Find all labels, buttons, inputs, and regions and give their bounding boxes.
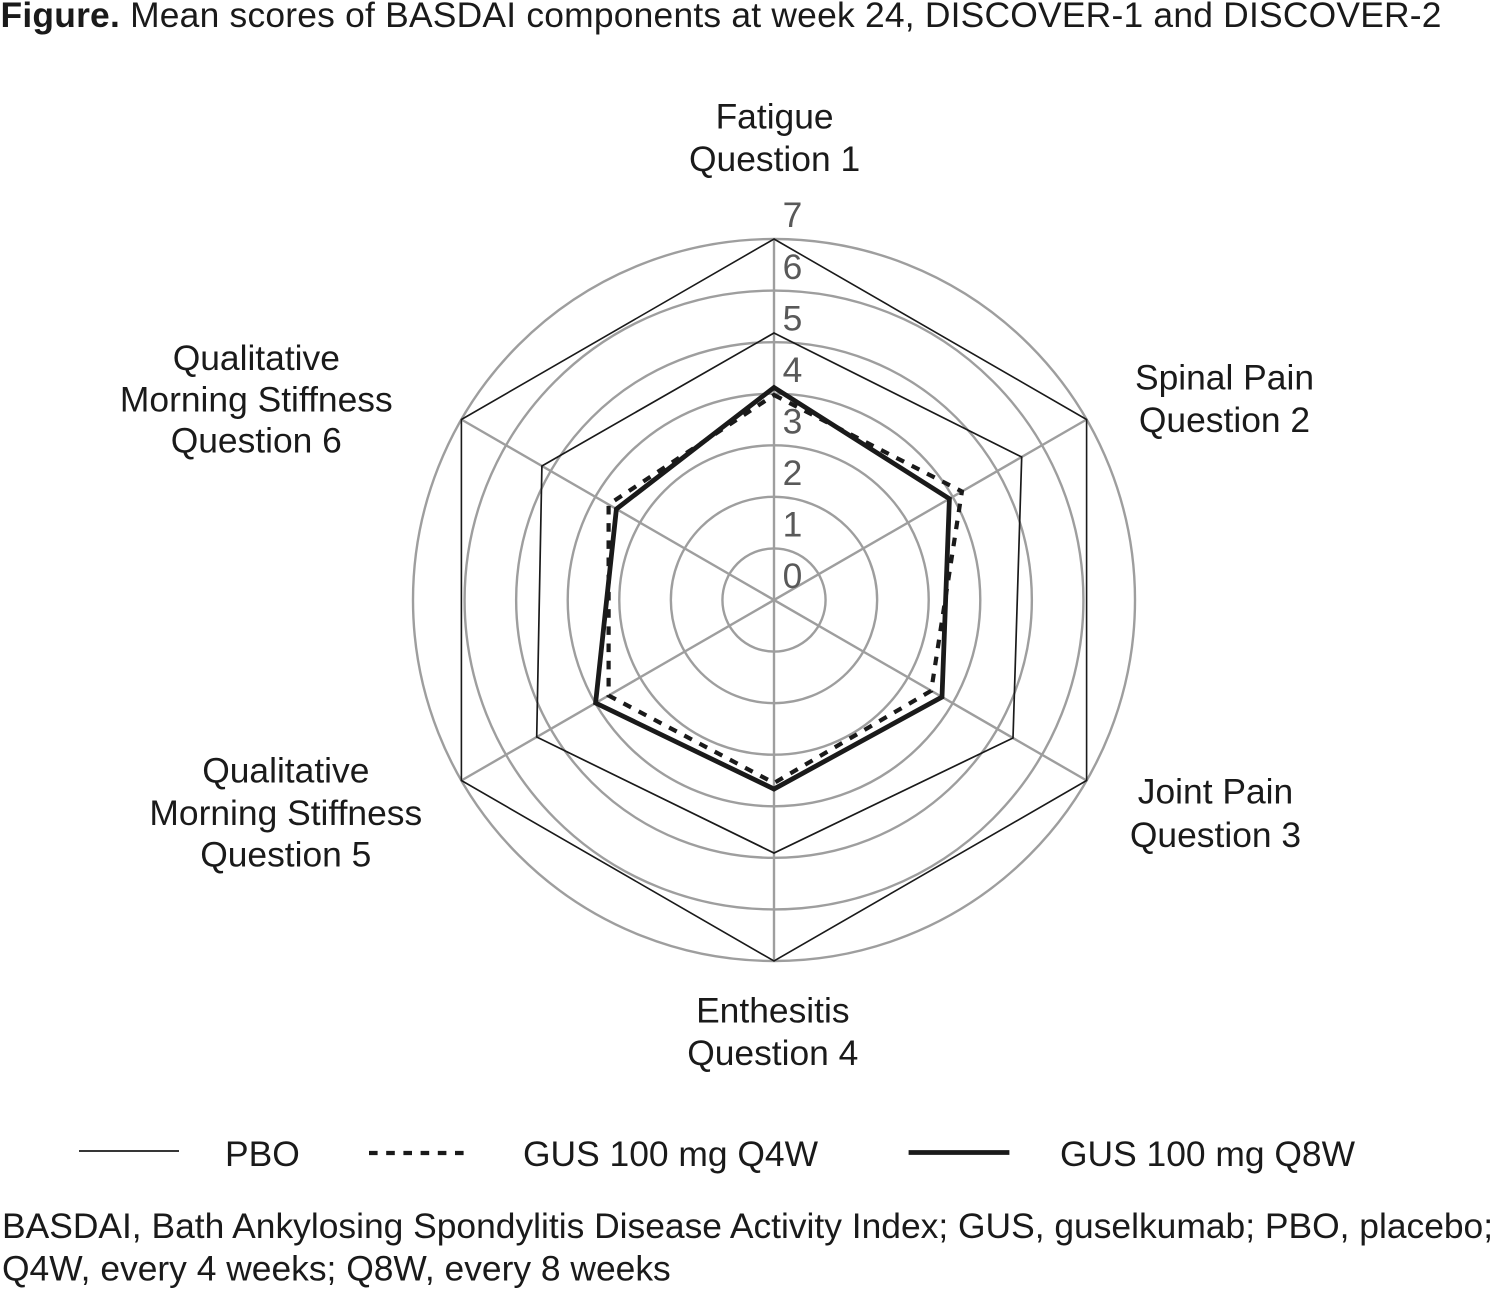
- svg-text:Q4W, every 4 weeks; Q8W, every: Q4W, every 4 weeks; Q8W, every 8 weeks: [2, 1248, 671, 1288]
- svg-text:Question 6: Question 6: [171, 421, 342, 461]
- svg-text:Enthesitis: Enthesitis: [696, 991, 849, 1031]
- svg-text:Question 3: Question 3: [1130, 815, 1301, 855]
- svg-text:Qualitative: Qualitative: [173, 338, 340, 378]
- svg-text:5: 5: [783, 298, 803, 338]
- svg-text:4: 4: [783, 350, 803, 390]
- svg-text:Spinal Pain: Spinal Pain: [1135, 358, 1314, 398]
- svg-text:GUS 100 mg Q4W: GUS 100 mg Q4W: [523, 1134, 819, 1174]
- svg-text:6: 6: [783, 247, 803, 287]
- svg-text:PBO: PBO: [225, 1134, 300, 1174]
- svg-text:Figure. Mean scores of BASDAI: Figure. Mean scores of BASDAI components…: [1, 0, 1442, 35]
- svg-text:Question 2: Question 2: [1139, 400, 1310, 440]
- svg-text:Question 1: Question 1: [689, 139, 860, 179]
- svg-text:1: 1: [783, 505, 803, 545]
- svg-text:Question 5: Question 5: [200, 835, 371, 875]
- svg-text:Fatigue: Fatigue: [716, 97, 834, 137]
- svg-text:Morning Stiffness: Morning Stiffness: [149, 793, 422, 833]
- svg-text:7: 7: [783, 195, 803, 235]
- svg-text:GUS 100 mg Q8W: GUS 100 mg Q8W: [1060, 1134, 1356, 1174]
- svg-text:Question 4: Question 4: [687, 1033, 858, 1073]
- svg-text:Qualitative: Qualitative: [202, 751, 369, 791]
- svg-text:Joint Pain: Joint Pain: [1138, 772, 1293, 812]
- svg-text:Morning Stiffness: Morning Stiffness: [120, 380, 393, 420]
- svg-text:BASDAI, Bath Ankylosing Spondy: BASDAI, Bath Ankylosing Spondylitis Dise…: [2, 1206, 1493, 1246]
- svg-text:0: 0: [783, 556, 803, 596]
- svg-text:2: 2: [783, 453, 803, 493]
- svg-text:3: 3: [783, 401, 803, 441]
